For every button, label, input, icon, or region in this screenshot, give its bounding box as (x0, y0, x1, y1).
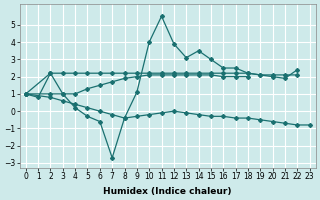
X-axis label: Humidex (Indice chaleur): Humidex (Indice chaleur) (103, 187, 232, 196)
